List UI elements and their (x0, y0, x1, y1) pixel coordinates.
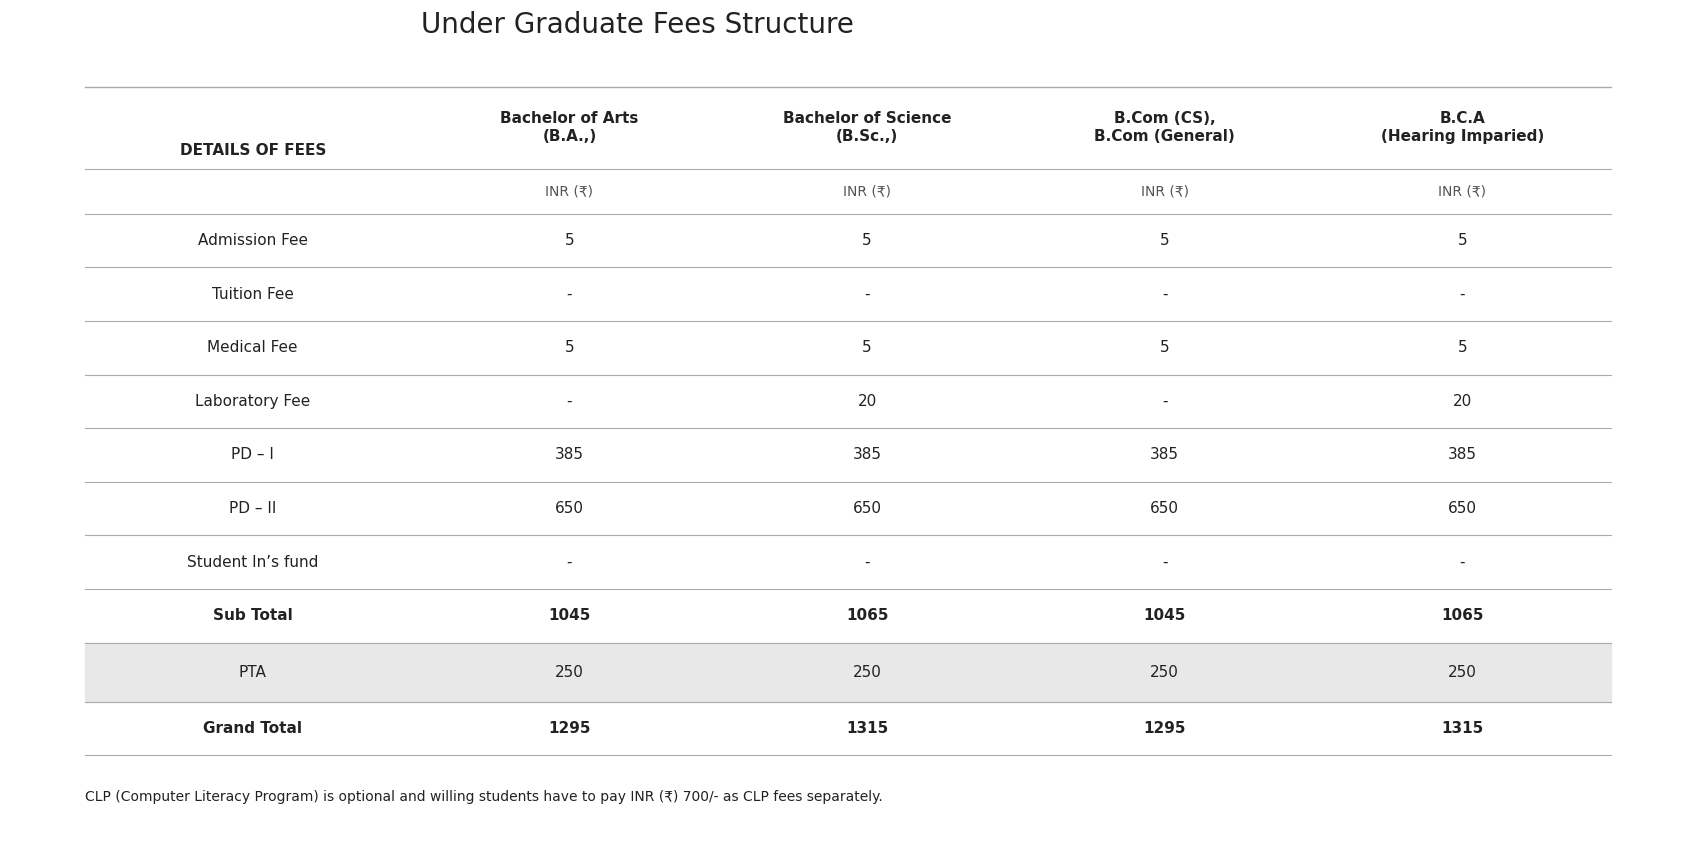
Text: 5: 5 (1160, 233, 1170, 248)
Text: Laboratory Fee: Laboratory Fee (195, 394, 310, 409)
Text: 5: 5 (1457, 340, 1467, 356)
Text: 1295: 1295 (1143, 721, 1186, 736)
Text: -: - (1162, 286, 1167, 302)
Text: INR (₹): INR (₹) (843, 184, 890, 198)
Text: INR (₹): INR (₹) (1438, 184, 1486, 198)
Text: 5: 5 (1457, 233, 1467, 248)
Text: PD – I: PD – I (231, 447, 275, 463)
Text: 250: 250 (853, 664, 882, 680)
Text: B.Com (CS),
B.Com (General): B.Com (CS), B.Com (General) (1094, 112, 1235, 144)
Text: 385: 385 (853, 447, 882, 463)
Text: Sub Total: Sub Total (212, 608, 293, 624)
Text: Bachelor of Arts
(B.A.,): Bachelor of Arts (B.A.,) (500, 112, 639, 144)
Text: 20: 20 (1453, 394, 1472, 409)
Text: -: - (1460, 554, 1465, 570)
Text: 20: 20 (858, 394, 877, 409)
Text: 1045: 1045 (1143, 608, 1186, 624)
Text: PTA: PTA (239, 664, 266, 680)
Text: 385: 385 (1150, 447, 1179, 463)
Text: -: - (1162, 554, 1167, 570)
Text: 1315: 1315 (1442, 721, 1484, 736)
Text: 650: 650 (555, 501, 583, 516)
Text: 250: 250 (1150, 664, 1179, 680)
Text: INR (₹): INR (₹) (546, 184, 594, 198)
Bar (85, 643, 1611, 702)
Text: 1045: 1045 (548, 608, 590, 624)
Text: 1065: 1065 (1442, 608, 1484, 624)
Text: Bachelor of Science
(B.Sc.,): Bachelor of Science (B.Sc.,) (784, 112, 951, 144)
Text: -: - (1460, 286, 1465, 302)
Text: Medical Fee: Medical Fee (207, 340, 298, 356)
Text: Student In’s fund: Student In’s fund (187, 554, 319, 570)
Text: DETAILS OF FEES: DETAILS OF FEES (180, 143, 326, 157)
Text: -: - (566, 286, 572, 302)
Text: 5: 5 (565, 340, 575, 356)
Text: -: - (865, 554, 870, 570)
Text: INR (₹): INR (₹) (1141, 184, 1189, 198)
Text: 1065: 1065 (846, 608, 889, 624)
Text: 5: 5 (1160, 340, 1170, 356)
Text: Under Graduate Fees Structure: Under Graduate Fees Structure (421, 11, 853, 39)
Text: Admission Fee: Admission Fee (198, 233, 307, 248)
Text: B.C.A
(Hearing Imparied): B.C.A (Hearing Imparied) (1381, 112, 1543, 144)
Text: 5: 5 (862, 340, 872, 356)
Text: 250: 250 (1448, 664, 1477, 680)
Text: 385: 385 (1448, 447, 1477, 463)
Text: 650: 650 (1150, 501, 1179, 516)
Text: 5: 5 (862, 233, 872, 248)
Text: CLP (Computer Literacy Program) is optional and willing students have to pay INR: CLP (Computer Literacy Program) is optio… (85, 790, 882, 804)
Text: -: - (566, 554, 572, 570)
Text: 650: 650 (1448, 501, 1477, 516)
Text: 250: 250 (555, 664, 583, 680)
Text: Tuition Fee: Tuition Fee (212, 286, 293, 302)
Text: Grand Total: Grand Total (204, 721, 302, 736)
Text: 385: 385 (555, 447, 583, 463)
Text: 5: 5 (565, 233, 575, 248)
Text: 1295: 1295 (548, 721, 590, 736)
Text: -: - (865, 286, 870, 302)
Text: -: - (1162, 394, 1167, 409)
Text: -: - (566, 394, 572, 409)
Text: 1315: 1315 (846, 721, 889, 736)
Text: PD – II: PD – II (229, 501, 276, 516)
Text: 650: 650 (853, 501, 882, 516)
